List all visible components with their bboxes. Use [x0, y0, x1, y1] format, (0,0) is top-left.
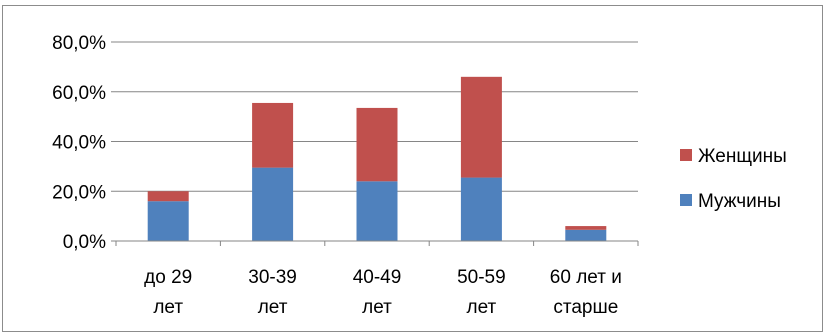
bar-women: [356, 107, 398, 182]
bar-men: [147, 201, 189, 241]
category-label-line: 30-39: [248, 267, 297, 288]
category-label-line: 60 лет и: [550, 267, 622, 288]
y-tick-label: 80,0%: [52, 33, 106, 54]
category-label-line: до 29: [144, 267, 192, 288]
category-label-line: лет: [258, 297, 288, 318]
legend-label-women: Женщины: [698, 146, 787, 167]
bars: [147, 76, 607, 241]
y-tick-label: 0,0%: [63, 232, 106, 253]
category-label-line: лет: [467, 297, 497, 318]
legend-swatch-men: [680, 194, 692, 206]
category-label-line: лет: [153, 297, 183, 318]
legend-label-men: Мужчины: [698, 191, 781, 212]
bar-men: [565, 229, 607, 241]
category-labels: до 29 лет 30-39 лет 40-49 лет 50-59 лет 60 лет и…: [144, 267, 622, 318]
category-label-line: 50-59: [457, 267, 506, 288]
bar-men: [356, 181, 398, 241]
bar-women: [147, 191, 189, 202]
legend-swatch-women: [680, 149, 692, 161]
bar-men: [252, 167, 294, 241]
bar-women: [565, 226, 607, 230]
y-tick-label: 60,0%: [52, 83, 106, 104]
bar-women: [460, 76, 502, 178]
x-axis-ticks: [115, 241, 639, 246]
category-label: до 29 лет: [144, 267, 192, 318]
category-label: 40-49 лет: [353, 267, 402, 318]
category-label-line: лет: [362, 297, 392, 318]
bar-women: [252, 102, 294, 168]
category-label: 50-59 лет: [457, 267, 506, 318]
category-label: 60 лет и старше: [550, 267, 622, 318]
category-label: 30-39 лет: [248, 267, 297, 318]
legend: Женщины Мужчины: [680, 146, 787, 212]
y-tick-label: 40,0%: [52, 133, 106, 154]
y-tick-label: 20,0%: [52, 182, 106, 203]
y-axis-ticks: 0,0% 20,0% 40,0% 60,0% 80,0%: [52, 33, 116, 253]
chart-frame: [2, 5, 823, 332]
bar-men: [460, 177, 502, 241]
category-label-line: 40-49: [353, 267, 402, 288]
category-label-line: старше: [553, 297, 618, 318]
